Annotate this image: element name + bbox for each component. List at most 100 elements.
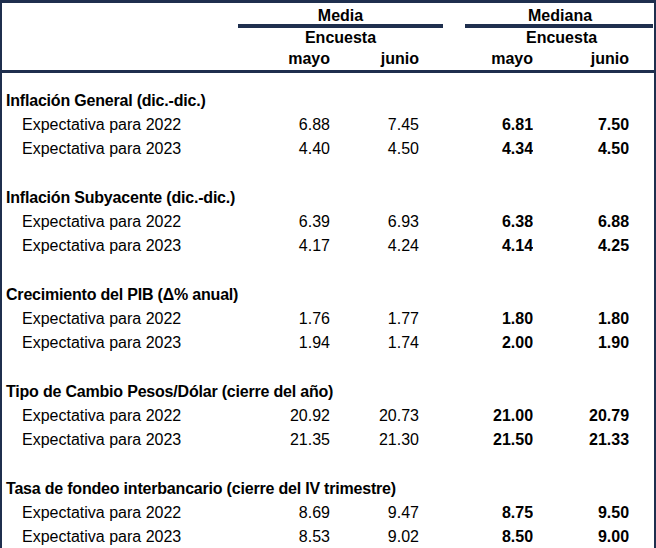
cell-mediana-junio: 9.00 [533, 525, 654, 548]
cell-media-junio: 20.73 [330, 404, 419, 428]
table-row: Expectativa para 2022 6.88 7.45 6.81 7.5… [2, 113, 654, 137]
cell-media-junio: 1.74 [330, 331, 419, 355]
cell-mediana-mayo: 21.50 [443, 428, 533, 452]
group-mediana-label: Mediana [480, 5, 640, 26]
spacer-cell [2, 48, 238, 71]
row-label: Expectativa para 2023 [2, 428, 238, 452]
cell-mediana-junio: 6.88 [533, 210, 654, 234]
row-label: Expectativa para 2023 [2, 525, 238, 548]
table-row: Expectativa para 2022 20.92 20.73 21.00 … [2, 404, 654, 428]
row-label: Expectativa para 2022 [2, 501, 238, 525]
section-title: Tipo de Cambio Pesos/Dólar (cierre del a… [2, 380, 654, 404]
table-row: Expectativa para 2023 1.94 1.74 2.00 1.9… [2, 331, 654, 355]
row-label: Expectativa para 2023 [2, 137, 238, 161]
cell-media-mayo: 20.92 [238, 404, 330, 428]
row-label: Expectativa para 2022 [2, 210, 238, 234]
section-title: Inflación Subyacente (dic.-dic.) [2, 186, 654, 210]
row-label: Expectativa para 2023 [2, 331, 238, 355]
spacer-cell [419, 428, 443, 452]
cell-mediana-mayo: 8.75 [443, 501, 533, 525]
table-body: Inflación General (dic.-dic.) Expectativ… [2, 71, 654, 548]
cell-mediana-mayo: 21.00 [443, 404, 533, 428]
table-row: Expectativa para 2022 1.76 1.77 1.80 1.8… [2, 307, 654, 331]
cell-mediana-mayo: 2.00 [443, 331, 533, 355]
cell-mediana-junio: 4.25 [533, 234, 654, 258]
cell-mediana-junio: 21.33 [533, 428, 654, 452]
cell-mediana-mayo: 6.38 [443, 210, 533, 234]
spacer-cell [2, 28, 238, 48]
spacer-cell [419, 234, 443, 258]
cell-media-mayo: 4.17 [238, 234, 330, 258]
table-row: Expectativa para 2023 4.17 4.24 4.14 4.2… [2, 234, 654, 258]
cell-media-mayo: 8.69 [238, 501, 330, 525]
col-media-mayo: mayo [238, 48, 330, 71]
section-title-row: Inflación General (dic.-dic.) [2, 89, 654, 113]
spacer-cell [419, 501, 443, 525]
cell-mediana-mayo: 4.14 [443, 234, 533, 258]
section-title: Inflación General (dic.-dic.) [2, 89, 654, 113]
section-title-row: Tasa de fondeo interbancario (cierre del… [2, 477, 654, 501]
spacer-cell [419, 113, 443, 137]
group-media: Media [238, 3, 443, 28]
table-row: Expectativa para 2022 6.39 6.93 6.38 6.8… [2, 210, 654, 234]
corner-cell [2, 3, 238, 28]
cell-media-mayo: 4.40 [238, 137, 330, 161]
cell-media-junio: 9.47 [330, 501, 419, 525]
cell-media-junio: 4.50 [330, 137, 419, 161]
cell-media-mayo: 1.76 [238, 307, 330, 331]
section-title: Tasa de fondeo interbancario (cierre del… [2, 477, 654, 501]
cell-media-mayo: 6.39 [238, 210, 330, 234]
spacer-cell [419, 137, 443, 161]
cell-media-mayo: 21.35 [238, 428, 330, 452]
row-label: Expectativa para 2022 [2, 113, 238, 137]
cell-media-junio: 6.93 [330, 210, 419, 234]
section-title-row: Inflación Subyacente (dic.-dic.) [2, 186, 654, 210]
spacer-row [2, 355, 654, 380]
cell-media-junio: 21.30 [330, 428, 419, 452]
cell-mediana-junio: 4.50 [533, 137, 654, 161]
cell-mediana-junio: 1.90 [533, 331, 654, 355]
expectations-table: Media Mediana Encuesta Encuesta mayo jun… [2, 3, 654, 548]
cell-mediana-junio: 7.50 [533, 113, 654, 137]
col-media-junio: junio [330, 48, 419, 71]
media-subtitle: Encuesta [238, 28, 443, 48]
section-title-row: Tipo de Cambio Pesos/Dólar (cierre del a… [2, 380, 654, 404]
row-label: Expectativa para 2022 [2, 404, 238, 428]
cell-media-mayo: 8.53 [238, 525, 330, 548]
section-title: Crecimiento del PIB (Δ% anual) [2, 283, 654, 307]
spacer-cell [419, 210, 443, 234]
row-label: Expectativa para 2022 [2, 307, 238, 331]
subtitle-row: Encuesta Encuesta [2, 28, 654, 48]
table-frame: Media Mediana Encuesta Encuesta mayo jun… [0, 0, 656, 548]
cell-mediana-mayo: 4.34 [443, 137, 533, 161]
cell-media-mayo: 1.94 [238, 331, 330, 355]
col-mediana-mayo: mayo [443, 48, 533, 71]
spacer-cell [419, 307, 443, 331]
spacer-row [2, 258, 654, 283]
cell-media-mayo: 6.88 [238, 113, 330, 137]
group-media-label: Media [252, 5, 429, 26]
spacer-cell [419, 331, 443, 355]
group-header-row: Media Mediana [2, 3, 654, 28]
cell-media-junio: 1.77 [330, 307, 419, 331]
spacer-cell [419, 48, 443, 71]
row-label: Expectativa para 2023 [2, 234, 238, 258]
spacer-row [2, 161, 654, 186]
col-mediana-junio: junio [533, 48, 654, 71]
group-mediana: Mediana [443, 3, 654, 28]
cell-mediana-junio: 20.79 [533, 404, 654, 428]
section-title-row: Crecimiento del PIB (Δ% anual) [2, 283, 654, 307]
month-header-row: mayo junio mayo junio [2, 48, 654, 71]
table-row: Expectativa para 2023 21.35 21.30 21.50 … [2, 428, 654, 452]
cell-mediana-mayo: 8.50 [443, 525, 533, 548]
cell-media-junio: 4.24 [330, 234, 419, 258]
spacer-row [2, 452, 654, 477]
table-row: Expectativa para 2022 8.69 9.47 8.75 9.5… [2, 501, 654, 525]
cell-media-junio: 7.45 [330, 113, 419, 137]
cell-media-junio: 9.02 [330, 525, 419, 548]
cell-mediana-mayo: 1.80 [443, 307, 533, 331]
mediana-subtitle: Encuesta [443, 28, 654, 48]
table-row: Expectativa para 2023 4.40 4.50 4.34 4.5… [2, 137, 654, 161]
cell-mediana-junio: 9.50 [533, 501, 654, 525]
spacer-cell [419, 404, 443, 428]
